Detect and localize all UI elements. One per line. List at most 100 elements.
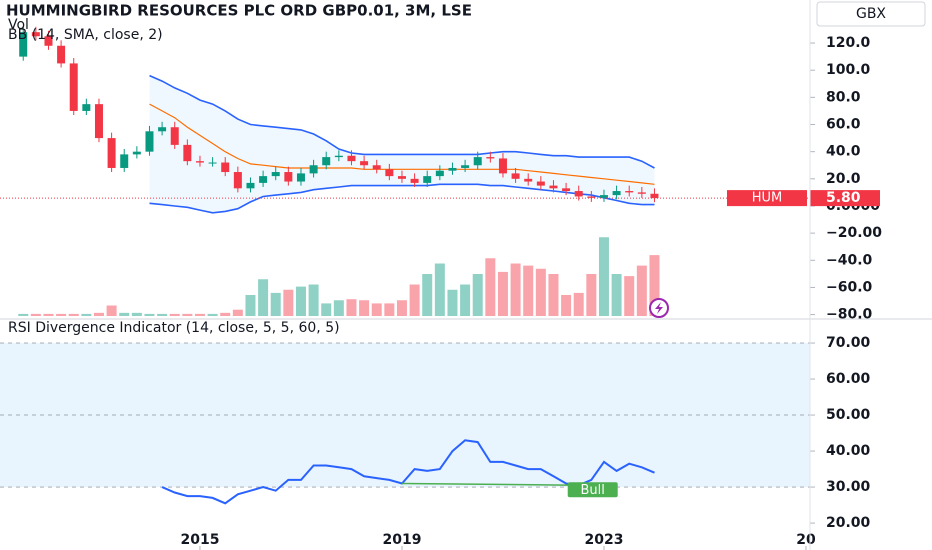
candle-body (183, 144, 192, 162)
y-tick-label: 60.00 (826, 371, 871, 387)
y-tick-label: 40.00 (826, 443, 871, 459)
volume-bar (157, 313, 168, 316)
candle-body (334, 155, 343, 158)
bb-upper (149, 74, 655, 169)
y-tick-label: −20.00 (826, 225, 882, 241)
rsi-pane: Bull (0, 342, 810, 505)
icon-bolt (655, 302, 663, 314)
volume-bar (220, 312, 231, 316)
y-tick-label: 20.0 (826, 171, 861, 187)
volume-bar (169, 313, 180, 316)
volume-bar (548, 274, 559, 316)
volume-bar (510, 263, 521, 316)
price-tag (810, 190, 880, 207)
candle-body (385, 169, 394, 177)
volume-bar (308, 284, 319, 316)
candle-body (625, 191, 634, 193)
candle-body (461, 165, 470, 168)
x-tick-label: 2015 (180, 532, 219, 548)
candle-body (650, 193, 659, 199)
candle-body (435, 170, 444, 177)
bb-lower (149, 183, 655, 214)
volume-bar (30, 313, 41, 316)
candle-body (31, 32, 40, 37)
volume-bar (283, 289, 294, 316)
price-pane (0, 26, 810, 316)
candle-body (486, 157, 495, 159)
candle-body (221, 162, 230, 173)
candle-body (107, 138, 116, 168)
y-tick-label: −60.0 (826, 279, 873, 295)
candle-body (410, 178, 419, 183)
x-tick-label: 20 (796, 532, 816, 548)
volume-bar (384, 303, 395, 316)
candle-body (82, 104, 91, 111)
volume-bar (396, 300, 407, 316)
volume-bar (245, 295, 256, 316)
candle-body (423, 176, 432, 183)
candle-body (57, 45, 66, 64)
lightning-icon[interactable] (649, 298, 669, 318)
volume-bar (295, 286, 306, 316)
volume-bar (56, 313, 67, 316)
y-tick-label: 80.0 (826, 89, 861, 105)
candle-body (448, 167, 457, 171)
candle-body (158, 127, 167, 132)
volume-bar (523, 265, 534, 316)
candle-body (372, 165, 381, 170)
bb-basis (149, 103, 655, 185)
symbol-label: HUM (752, 191, 783, 206)
candle-body (360, 161, 369, 166)
volume-bar (270, 292, 281, 316)
volume-bar (182, 313, 193, 316)
volume-bar (333, 300, 344, 316)
candle-body (309, 165, 318, 174)
volume-bar (93, 312, 104, 316)
volume-bar (359, 300, 370, 316)
candle-body (145, 131, 154, 152)
divergence-line (401, 482, 579, 487)
x-tick-label: 2019 (382, 532, 421, 548)
divergence-tag (567, 482, 618, 498)
volume-bar (573, 292, 584, 316)
candle-body (195, 161, 204, 163)
volume-bar (258, 279, 269, 316)
volume-bar (447, 289, 458, 316)
volume-bar (649, 255, 660, 316)
volume-bar (586, 274, 597, 316)
candle-body (322, 157, 331, 166)
volume-bar (371, 303, 382, 316)
candle-body (271, 172, 280, 177)
candle-body (536, 181, 545, 186)
volume-bar (207, 313, 218, 316)
y-tick-label: 120.0 (826, 35, 871, 51)
volume-bar (561, 295, 572, 316)
volume-bar (131, 312, 142, 316)
y-tick-label: 40.0 (826, 144, 861, 160)
volume-bar (106, 305, 117, 316)
volume-bar (611, 274, 622, 316)
candle-body (473, 157, 482, 166)
candle-body (587, 196, 596, 198)
candle-body (511, 173, 520, 179)
volume-bar (409, 284, 420, 316)
volume-bar (119, 312, 130, 316)
candle-body (170, 127, 179, 145)
currency-box[interactable] (816, 1, 926, 27)
y-tick-label: 50.00 (826, 407, 871, 423)
candle-body (612, 191, 621, 196)
volume-bar (18, 313, 29, 316)
volume-bar (624, 276, 635, 316)
rsi-title: RSI Divergence Indicator (14, close, 5, … (8, 320, 340, 336)
volume-bar (485, 258, 496, 316)
axes: 120.0100.080.060.040.020.00.0000−20.00−4… (180, 35, 882, 550)
candle-body (69, 63, 78, 111)
candle-body (284, 172, 293, 182)
candle-body (637, 192, 646, 194)
candle-body (94, 104, 103, 139)
y-tick-label: 70.00 (826, 335, 871, 351)
candle-body (44, 36, 53, 46)
volume-bar (321, 303, 332, 316)
volume-bar (422, 274, 433, 316)
